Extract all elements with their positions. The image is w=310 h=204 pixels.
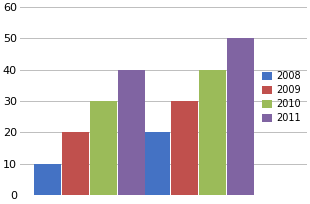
Bar [62, 132, 89, 195]
Bar [171, 101, 198, 195]
Bar [143, 132, 170, 195]
Bar [199, 70, 226, 195]
Bar [34, 164, 61, 195]
Bar [227, 38, 254, 195]
Bar [118, 70, 145, 195]
Bar [90, 101, 117, 195]
Legend: 2008, 2009, 2010, 2011: 2008, 2009, 2010, 2011 [260, 69, 302, 125]
